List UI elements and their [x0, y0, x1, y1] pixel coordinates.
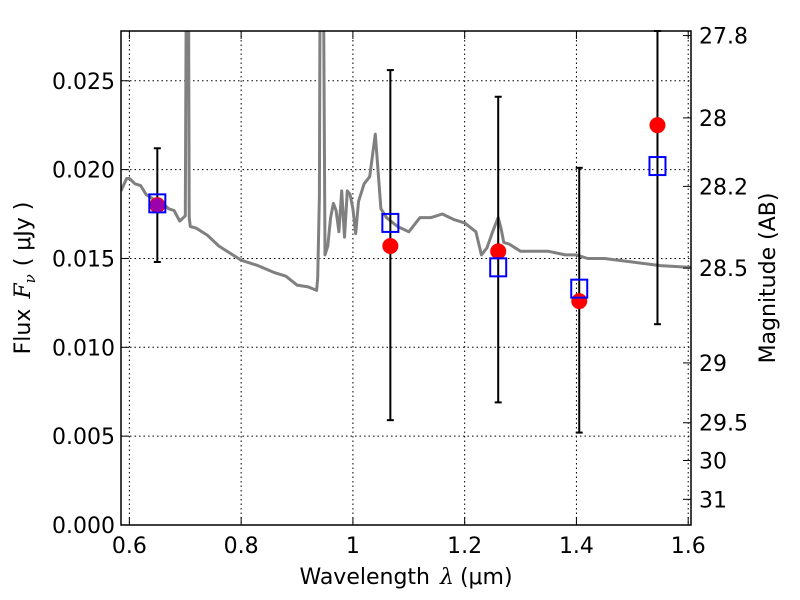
y-tick-label: 0.015	[52, 247, 115, 272]
x-tick-label: 1	[346, 534, 360, 559]
model-photometry-point	[648, 156, 667, 177]
x-tick-label: 1.6	[671, 534, 706, 559]
x-tick-label: 1.2	[447, 534, 482, 559]
y2-tick-label: 28.5	[699, 257, 748, 282]
model-spectrum-line	[121, 31, 691, 292]
plot-frame	[120, 30, 692, 526]
y-tick-label: 0.020	[52, 159, 115, 184]
observed-flux-point	[649, 117, 666, 134]
observed-flux-point	[382, 238, 399, 255]
observed-flux-point	[571, 293, 588, 310]
x-tick-label: 0.6	[112, 534, 147, 559]
y-axis-label: FluxFν( μJy )	[11, 202, 39, 355]
model-photometry-point	[381, 212, 400, 233]
y2-axis-label: Magnitude (AB)	[756, 193, 781, 364]
model-photometry-point	[489, 257, 508, 278]
y-tick-label: 0.025	[52, 70, 115, 95]
y2-tick-label: 28	[699, 107, 727, 132]
y2-tick-label: 29	[699, 352, 727, 377]
x-tick-label: 0.8	[224, 534, 259, 559]
y2-tick-label: 28.2	[699, 175, 748, 200]
x-axis-label: Wavelength λ (μm)	[299, 565, 512, 590]
overlap-point	[150, 198, 165, 213]
markers	[148, 117, 667, 310]
y-tick-label: 0.000	[52, 514, 115, 539]
y-tick-label: 0.005	[52, 425, 115, 450]
plot-area	[121, 31, 691, 292]
y-tick-label: 0.010	[52, 336, 115, 361]
axes-ticks: 0.6 0.8 1 1.2 1.4 1.6 0.000 0.005 0.010 0.015 0.02…	[52, 25, 748, 559]
model-photometry-point	[570, 278, 589, 299]
y2-tick-label: 31	[699, 488, 727, 513]
observed-flux-point	[490, 243, 507, 260]
x-tick-label: 1.4	[559, 534, 594, 559]
model-photometry-point	[148, 193, 167, 214]
y2-tick-label: 27.8	[699, 25, 748, 50]
y2-tick-label: 30	[699, 449, 727, 474]
y2-tick-label: 29.5	[699, 412, 748, 437]
grid	[121, 31, 691, 526]
